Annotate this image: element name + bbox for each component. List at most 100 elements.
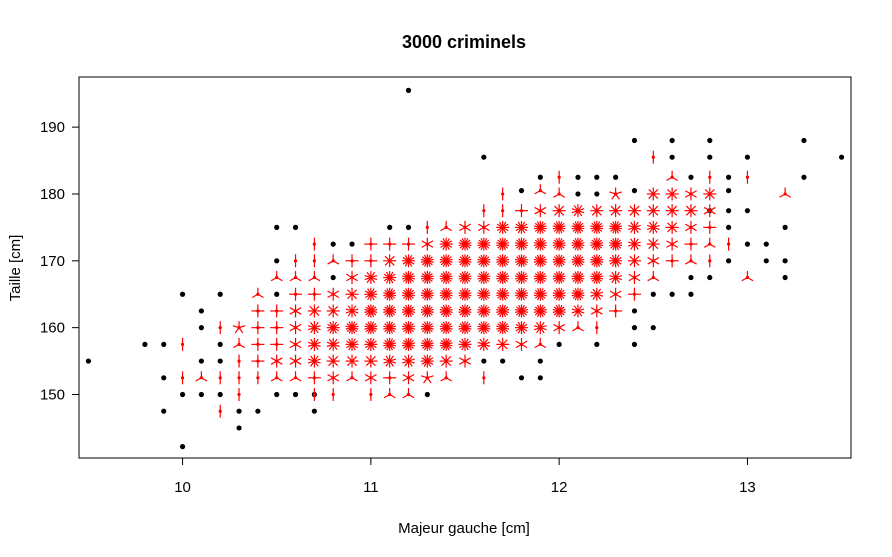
sunflower-petal: [521, 343, 528, 349]
data-point: [405, 87, 412, 93]
sunflower-petal: [327, 290, 334, 295]
sunflower-petal: [483, 288, 488, 295]
sunflower-petal: [477, 343, 485, 347]
data-point: [594, 341, 600, 347]
sunflower-petal: [384, 260, 391, 266]
sunflower-point: [364, 254, 378, 268]
sunflower-point: [590, 304, 603, 318]
sunflower-point: [307, 337, 321, 351]
sunflower-petal: [703, 243, 711, 248]
sunflower-petal: [402, 358, 409, 362]
data-point: [782, 224, 788, 230]
sunflower-petal: [445, 377, 453, 382]
sunflower-petal: [536, 322, 541, 329]
data-point: [179, 291, 186, 297]
sunflower-petal: [634, 260, 640, 266]
sunflower-point: [420, 304, 434, 318]
sunflower-point: [515, 337, 528, 351]
sunflower-petal: [328, 356, 334, 362]
sunflower-petal: [704, 188, 711, 195]
sunflower-petal: [445, 360, 452, 367]
sunflower-petal: [408, 355, 413, 362]
sunflower-petal: [502, 221, 507, 228]
sunflower-point: [552, 287, 566, 301]
sunflower-petal: [441, 360, 447, 367]
sunflower-petal: [671, 193, 678, 199]
sunflower-point: [553, 321, 566, 335]
sunflower-petal: [615, 274, 623, 279]
sunflower-petal: [346, 377, 353, 382]
sunflower-petal: [667, 193, 673, 199]
sunflower-point: [496, 287, 510, 301]
sunflower-point: [364, 237, 378, 251]
sunflower-petal: [573, 210, 579, 217]
sunflower-petal: [671, 188, 678, 195]
sunflower-petal: [515, 340, 522, 345]
sunflower-petal: [667, 205, 673, 212]
sunflower-petal: [370, 288, 375, 295]
sunflower-point: [346, 271, 358, 285]
sunflower-point: [270, 337, 284, 351]
sunflower-petal: [289, 360, 296, 365]
sunflower-petal: [596, 237, 601, 245]
sunflower-petal: [464, 271, 469, 278]
sunflower-petal: [630, 238, 635, 245]
sunflower-petal: [351, 277, 358, 282]
sunflower-point: [420, 337, 434, 351]
sunflower-petal: [653, 226, 660, 230]
data-point: [782, 274, 788, 281]
sunflower-petal: [314, 360, 321, 364]
sunflower-petal: [251, 293, 259, 299]
sunflower-point: [364, 337, 378, 351]
sunflower-point: [237, 371, 241, 385]
x-tick-label: 10: [174, 479, 191, 496]
sunflower-point: [665, 187, 679, 201]
sunflower-petal: [365, 360, 372, 367]
sunflower-point: [477, 304, 491, 318]
sunflower-point: [458, 321, 472, 335]
sunflower-point: [218, 371, 222, 385]
sunflower-point: [383, 271, 397, 285]
sunflower-point: [685, 220, 697, 234]
sunflower-point: [218, 404, 222, 418]
sunflower-petal: [615, 210, 621, 216]
sunflower-petal: [520, 254, 525, 262]
sunflower-petal: [370, 360, 376, 367]
data-point: [707, 274, 713, 281]
sunflower-petal: [609, 191, 616, 195]
sunflower-petal: [370, 276, 378, 281]
sunflower-petal: [347, 310, 353, 317]
sunflower-petal: [313, 322, 319, 329]
sunflower-petal: [633, 227, 639, 234]
sunflower-petal: [389, 255, 395, 262]
sunflower-petal: [389, 338, 394, 345]
data-point: [274, 291, 280, 297]
sunflower-point: [533, 287, 547, 301]
sunflower-petal: [464, 338, 469, 345]
sunflower-point: [477, 237, 491, 251]
sunflower-point: [703, 187, 717, 201]
sunflower-petal: [533, 325, 541, 329]
sunflower-petal: [515, 343, 522, 349]
sunflower-point: [571, 204, 585, 218]
sunflower-petal: [646, 226, 654, 230]
sunflower-petal: [648, 205, 654, 212]
sunflower-petal: [366, 271, 372, 278]
sunflower-point: [571, 237, 585, 251]
sunflower-point: [533, 254, 547, 268]
sunflower-petal: [276, 377, 283, 382]
data-point: [650, 291, 656, 297]
sunflower-petal: [558, 205, 565, 212]
sunflower-petal: [630, 243, 635, 250]
sunflower-point: [571, 220, 585, 234]
sunflower-point: [383, 371, 397, 385]
sunflower-petal: [351, 273, 358, 279]
sunflower-petal: [238, 343, 245, 349]
data-point: [481, 154, 487, 160]
sunflower-petal: [310, 355, 315, 362]
sunflower-petal: [590, 310, 598, 315]
sunflower-petal: [314, 341, 321, 345]
sunflower-petal: [426, 288, 431, 295]
sunflower-petal: [647, 257, 654, 262]
